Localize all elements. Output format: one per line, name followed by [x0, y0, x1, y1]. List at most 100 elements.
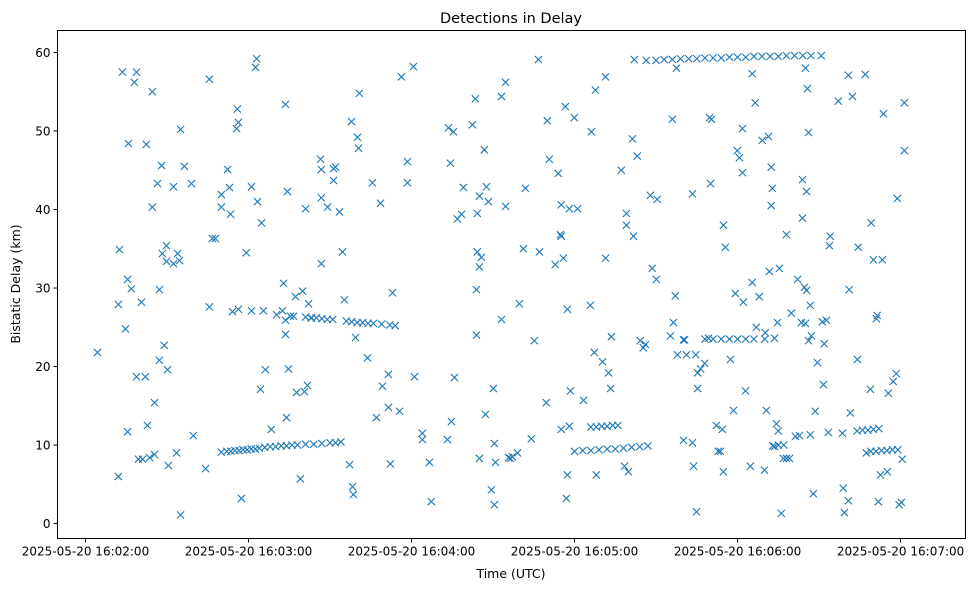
data-point-marker [291, 292, 300, 301]
data-point-marker [689, 462, 698, 471]
x-tick-label: 2025-05-20 16:05:00 [511, 545, 638, 559]
data-point-marker [741, 53, 750, 62]
data-point-marker [719, 221, 728, 230]
data-point-marker [680, 335, 689, 344]
data-point-marker [826, 232, 835, 241]
y-tick-label: 20 [35, 360, 50, 374]
data-point-marker [872, 314, 881, 323]
data-point-marker [519, 244, 528, 253]
data-point-marker [233, 105, 242, 114]
data-point-marker [691, 350, 700, 359]
data-point-marker [487, 485, 496, 494]
data-point-marker [443, 435, 452, 444]
data-point-marker [767, 201, 776, 210]
data-point-marker [733, 53, 742, 62]
data-point-marker [335, 207, 344, 216]
data-point-marker [247, 182, 256, 191]
data-point-marker [782, 454, 791, 463]
data-point-marker [779, 441, 788, 450]
data-point-marker [427, 497, 436, 506]
data-point-marker [211, 234, 220, 243]
data-point-marker [731, 289, 740, 298]
data-point-marker [561, 102, 570, 111]
data-point-marker [114, 472, 123, 481]
data-point-marker [176, 510, 185, 519]
data-point-marker [696, 364, 705, 373]
x-tick-label: 2025-05-20 16:06:00 [674, 545, 801, 559]
data-point-marker [879, 109, 888, 118]
data-point-marker [114, 300, 123, 309]
data-point-marker [123, 427, 132, 436]
data-point-marker [601, 72, 610, 81]
data-point-marker [768, 184, 777, 193]
data-point-marker [760, 466, 769, 475]
data-point-marker [501, 78, 510, 87]
data-point-marker [866, 385, 875, 394]
data-point-marker [717, 335, 726, 344]
data-point-marker [349, 490, 358, 499]
data-point-marker [345, 460, 354, 469]
data-point-marker [594, 445, 603, 454]
data-point-marker [562, 494, 571, 503]
data-point-marker [446, 159, 455, 168]
data-point-marker [893, 194, 902, 203]
x-tick-label: 2025-05-20 16:02:00 [22, 545, 149, 559]
data-point-marker [300, 387, 309, 396]
data-point-marker [853, 355, 862, 364]
data-point-marker [418, 435, 427, 444]
data-point-marker [867, 218, 876, 227]
data-point-marker [758, 136, 767, 145]
data-point-marker [340, 295, 349, 304]
data-point-marker [682, 350, 691, 359]
data-point-marker [237, 494, 246, 503]
data-point-marker [372, 413, 381, 422]
data-point-marker [817, 51, 826, 60]
data-point-marker [900, 146, 909, 155]
data-point-marker [508, 452, 517, 461]
data-point-marker [331, 163, 340, 172]
data-point-marker [892, 369, 901, 378]
data-point-marker [673, 350, 682, 359]
data-point-marker [247, 306, 256, 315]
data-point-marker [281, 330, 290, 339]
data-point-marker [160, 341, 169, 350]
data-point-marker [607, 332, 616, 341]
data-point-marker [633, 152, 642, 161]
data-point-marker [155, 356, 164, 365]
data-point-marker [554, 169, 563, 178]
data-point-marker [545, 155, 554, 164]
data-point-marker [477, 253, 486, 262]
y-axis-ticks: 0 10 20 30 40 50 60 [35, 46, 58, 531]
data-point-marker [795, 431, 804, 440]
data-point-marker [475, 454, 484, 463]
data-point-marker [497, 92, 506, 101]
data-point-marker [774, 52, 783, 61]
data-point-marker [751, 98, 760, 107]
data-point-marker [628, 134, 637, 143]
data-point-marker [138, 455, 147, 464]
data-point-marker [725, 335, 734, 344]
data-point-marker [369, 319, 378, 328]
data-point-marker [578, 446, 587, 455]
data-point-marker [622, 209, 631, 218]
data-point-marker [301, 440, 310, 449]
data-point-marker [648, 264, 657, 273]
data-point-marker [534, 55, 543, 64]
data-point-marker [806, 51, 815, 60]
data-point-marker [205, 302, 214, 311]
data-point-marker [473, 209, 482, 218]
data-point-marker [148, 203, 157, 212]
data-point-marker [176, 125, 185, 134]
data-point-marker [535, 247, 544, 256]
data-point-marker [820, 339, 829, 348]
data-point-marker [272, 310, 281, 319]
data-point-marker [557, 232, 566, 241]
data-point-marker [761, 328, 770, 337]
y-axis-label: Bistatic Delay (km) [8, 224, 23, 343]
data-point-marker [719, 467, 728, 476]
data-point-marker [347, 117, 356, 126]
x-tick-label: 2025-05-20 16:04:00 [348, 545, 475, 559]
y-tick-label: 60 [35, 46, 50, 60]
data-point-marker [741, 386, 750, 395]
data-point-marker [226, 210, 235, 219]
